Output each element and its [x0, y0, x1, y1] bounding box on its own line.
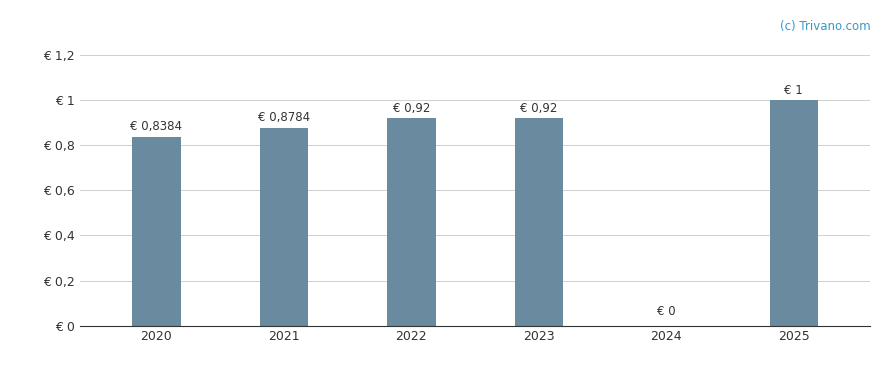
Text: € 1: € 1 [784, 84, 803, 97]
Text: € 0,92: € 0,92 [520, 101, 558, 115]
Text: € 0,8784: € 0,8784 [258, 111, 310, 124]
Text: (c) Trivano.com: (c) Trivano.com [780, 20, 870, 33]
Text: € 0,8384: € 0,8384 [131, 120, 182, 133]
Text: € 0,92: € 0,92 [392, 101, 430, 115]
Bar [515, 118, 563, 326]
Bar [387, 118, 435, 326]
Bar [770, 100, 818, 326]
Bar [132, 137, 180, 326]
Bar [259, 128, 308, 326]
Text: € 0: € 0 [657, 305, 676, 318]
